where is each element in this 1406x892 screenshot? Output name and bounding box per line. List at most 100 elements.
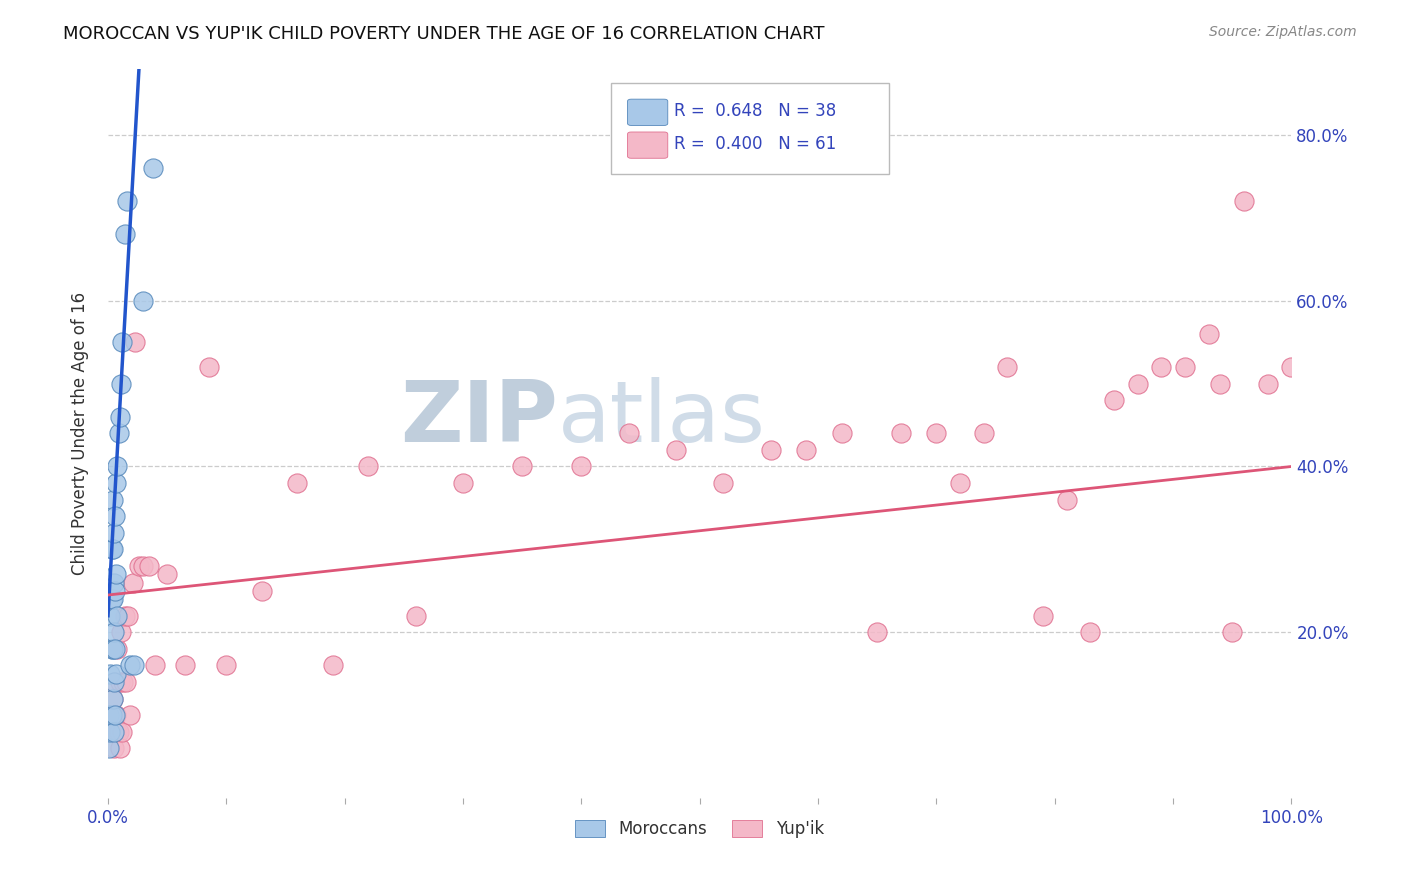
Text: MOROCCAN VS YUP'IK CHILD POVERTY UNDER THE AGE OF 16 CORRELATION CHART: MOROCCAN VS YUP'IK CHILD POVERTY UNDER T… [63, 25, 825, 43]
Point [104, 583, 127, 598]
Point [1150, 359, 1173, 374]
Point [1257, 376, 1279, 391]
Point [104, 675, 127, 690]
Point [98, 741, 121, 756]
Point [1102, 393, 1125, 408]
Point [110, 376, 132, 391]
Point [103, 625, 125, 640]
Point [1220, 625, 1243, 640]
Legend: Moroccans, Yup'ik: Moroccans, Yup'ik [568, 813, 831, 845]
Text: R =  0.648   N = 38: R = 0.648 N = 38 [673, 102, 837, 120]
Point [973, 426, 995, 441]
Point [101, 542, 124, 557]
Point [111, 335, 134, 350]
Point [115, 194, 138, 209]
Point [114, 675, 136, 690]
Point [156, 567, 179, 582]
Point [105, 567, 128, 582]
Point [105, 476, 128, 491]
Point [197, 359, 219, 374]
Point [108, 409, 131, 424]
Point [105, 666, 128, 681]
Point [112, 675, 135, 690]
Point [103, 724, 125, 739]
Point [117, 608, 139, 623]
Text: atlas: atlas [558, 377, 766, 460]
Point [107, 724, 129, 739]
Point [1233, 194, 1256, 209]
Text: Source: ZipAtlas.com: Source: ZipAtlas.com [1209, 25, 1357, 39]
Point [121, 575, 143, 590]
Point [104, 708, 127, 723]
Point [285, 476, 308, 491]
Point [120, 708, 142, 723]
Point [98, 708, 121, 723]
Point [114, 227, 136, 242]
Point [103, 525, 125, 540]
Point [138, 559, 160, 574]
Text: ZIP: ZIP [399, 377, 558, 460]
Point [107, 608, 129, 623]
Point [997, 359, 1019, 374]
Point [101, 691, 124, 706]
Point [122, 658, 145, 673]
Point [114, 608, 136, 623]
Point [1174, 359, 1197, 374]
Point [100, 542, 122, 557]
Point [1281, 359, 1303, 374]
Point [124, 335, 146, 350]
Point [107, 641, 129, 656]
FancyBboxPatch shape [627, 132, 668, 158]
Point [357, 459, 380, 474]
Point [143, 658, 166, 673]
Point [142, 161, 165, 175]
Point [100, 592, 122, 607]
Point [250, 583, 273, 598]
Point [1056, 492, 1078, 507]
Point [866, 625, 889, 640]
Point [100, 708, 122, 723]
Point [120, 658, 142, 673]
Point [759, 442, 782, 457]
Point [128, 559, 150, 574]
Point [107, 724, 129, 739]
Point [98, 608, 121, 623]
Point [925, 426, 948, 441]
Point [405, 608, 427, 623]
Point [110, 625, 132, 640]
Point [617, 426, 640, 441]
Point [104, 724, 127, 739]
Point [111, 724, 134, 739]
Point [322, 658, 344, 673]
Point [103, 675, 125, 690]
Point [104, 509, 127, 524]
Point [1126, 376, 1149, 391]
Text: R =  0.400   N = 61: R = 0.400 N = 61 [673, 135, 837, 153]
FancyBboxPatch shape [627, 99, 668, 126]
Point [107, 459, 129, 474]
FancyBboxPatch shape [612, 83, 889, 174]
Point [105, 708, 128, 723]
Point [107, 426, 129, 441]
Point [1078, 625, 1101, 640]
Point [98, 724, 121, 739]
Point [451, 476, 474, 491]
Point [108, 675, 131, 690]
Point [890, 426, 912, 441]
Point [101, 592, 124, 607]
Point [174, 658, 197, 673]
Point [101, 691, 124, 706]
Point [132, 293, 155, 308]
Point [103, 741, 125, 756]
Point [98, 666, 121, 681]
Point [794, 442, 817, 457]
Point [1198, 326, 1220, 341]
Point [510, 459, 533, 474]
Point [949, 476, 972, 491]
Point [1209, 376, 1232, 391]
Point [103, 575, 125, 590]
Point [100, 708, 122, 723]
Point [108, 741, 131, 756]
Point [101, 492, 124, 507]
Point [132, 559, 155, 574]
